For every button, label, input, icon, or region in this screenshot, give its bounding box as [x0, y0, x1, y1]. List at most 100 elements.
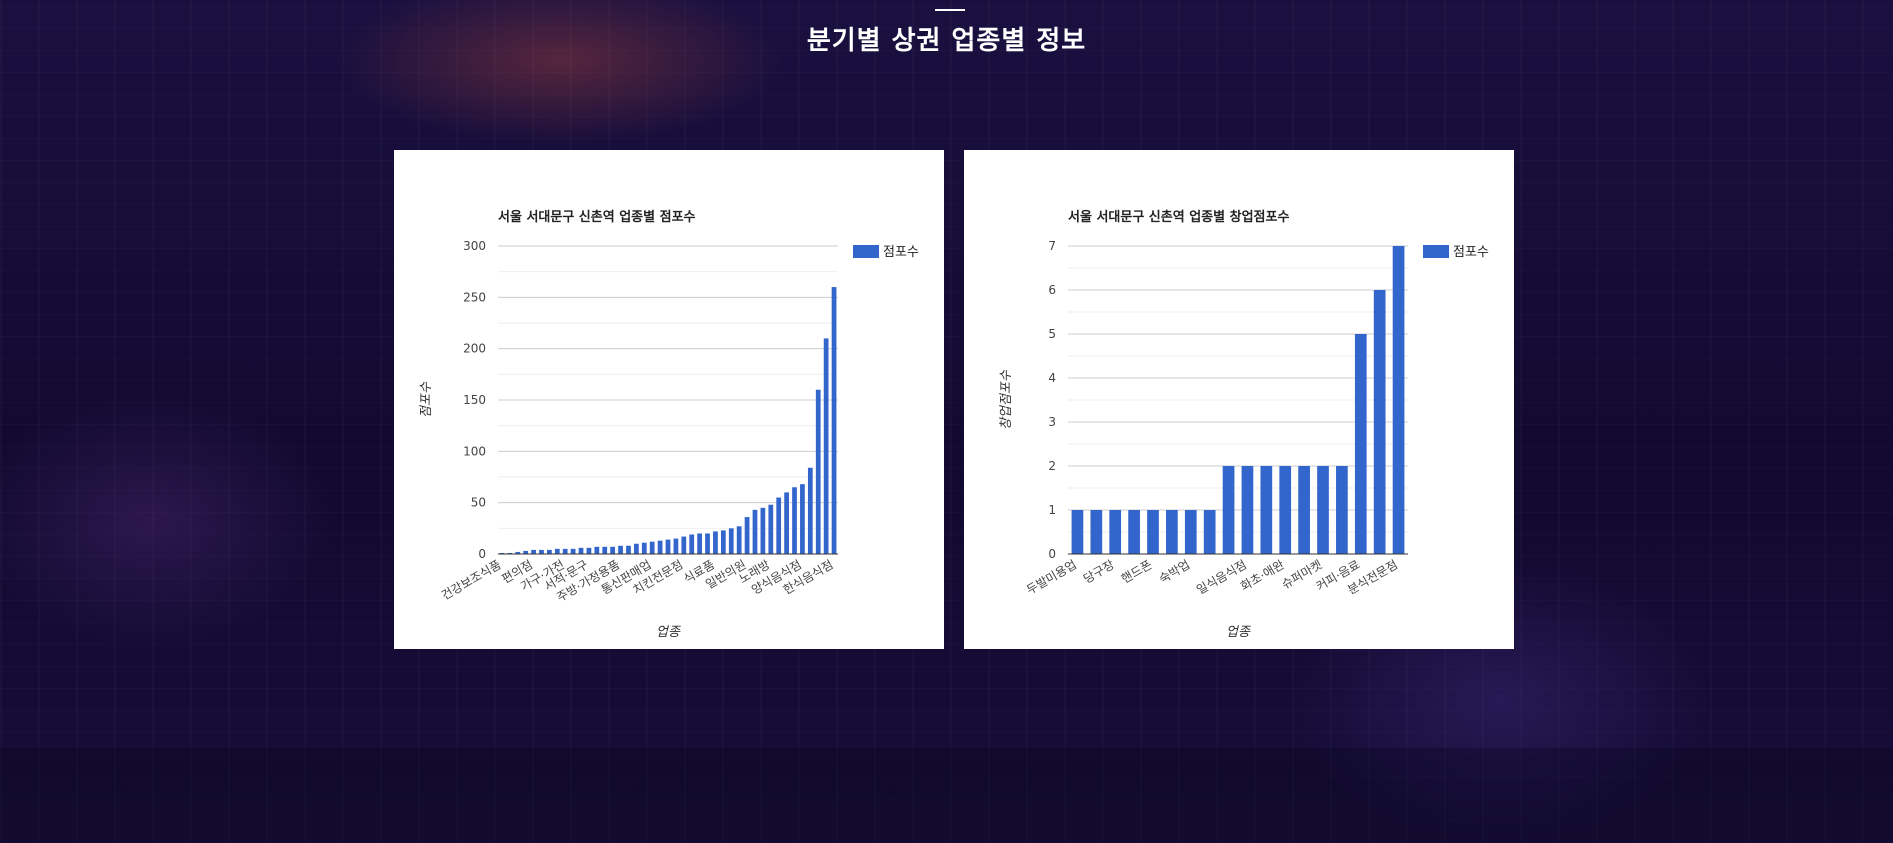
bar	[1392, 246, 1405, 554]
bar	[649, 541, 655, 554]
bar	[641, 542, 647, 554]
store-count-chart: 서울 서대문구 신촌역 업종별 점포수 0 50 100 150 200 250 300 건강보…	[419, 209, 919, 640]
y-tick-label: 100	[463, 444, 486, 458]
bar	[1090, 510, 1103, 554]
y-tick-label: 250	[463, 290, 486, 304]
bar	[562, 548, 568, 554]
bar	[800, 484, 805, 554]
y-tick-label: 5	[1048, 327, 1056, 341]
y-tick-label: 4	[1048, 371, 1056, 385]
chart-title: 서울 서대문구 신촌역 업종별 점포수	[498, 209, 696, 225]
bar	[792, 487, 797, 554]
bar	[815, 389, 821, 554]
legend-swatch	[853, 245, 879, 258]
store-count-chart-card: 서울 서대문구 신촌역 업종별 점포수 0 50 100 150 200 250 300 건강보…	[394, 150, 944, 649]
x-category-label: 두발미용업	[1024, 557, 1079, 597]
bar	[515, 551, 521, 554]
y-tick-label: 0	[478, 547, 486, 561]
bar	[507, 552, 513, 554]
bar	[681, 536, 687, 554]
x-category-label: 건강보조식품	[439, 557, 503, 602]
x-category-label: 당구장	[1081, 557, 1117, 586]
bar	[736, 526, 742, 554]
bar	[697, 533, 702, 554]
bar	[1241, 466, 1254, 554]
bar	[784, 492, 789, 554]
y-tick-label: 6	[1048, 283, 1056, 297]
y-tick-label: 3	[1048, 415, 1056, 429]
bar	[554, 548, 560, 554]
bar	[1317, 466, 1329, 554]
bar	[578, 547, 584, 554]
y-axis-title: 점포수	[419, 381, 434, 418]
bar	[760, 507, 766, 554]
bar	[807, 467, 813, 554]
x-axis-title: 업종	[656, 625, 681, 640]
new-store-count-chart: 서울 서대문구 신촌역 업종별 창업점포수 0 1 2 3 4 5 6 7 두발미용업 당구장 핸드폰…	[999, 209, 1489, 640]
chart-title: 서울 서대문구 신촌역 업종별 창업점포수	[1068, 209, 1289, 225]
x-category-label: 화초·애완	[1238, 557, 1287, 593]
bar	[823, 338, 829, 554]
x-category-label: 숙박업	[1157, 557, 1193, 586]
legend-label: 점포수	[1453, 245, 1489, 260]
bar	[720, 530, 726, 554]
bar	[586, 547, 592, 554]
bar	[1109, 510, 1122, 554]
y-tick-label: 2	[1048, 459, 1056, 473]
bar	[523, 550, 529, 554]
bar	[665, 539, 671, 554]
bar	[1166, 510, 1178, 554]
y-tick-label: 300	[463, 239, 486, 253]
y-tick-label: 1	[1048, 503, 1056, 517]
bar	[744, 517, 750, 554]
bar	[531, 549, 536, 554]
bar	[776, 497, 782, 554]
bar	[1298, 466, 1310, 554]
bar	[1222, 466, 1235, 554]
bar	[634, 543, 639, 554]
bar	[1373, 290, 1386, 554]
y-tick-label: 7	[1048, 239, 1056, 253]
bar	[1071, 510, 1084, 554]
bar	[547, 549, 552, 554]
bar	[618, 545, 623, 554]
bar	[602, 546, 608, 554]
bar	[570, 548, 576, 554]
bar	[626, 545, 631, 554]
bar	[768, 504, 774, 554]
bar	[1203, 510, 1216, 554]
bar	[1354, 334, 1367, 554]
bar	[713, 531, 718, 554]
bar	[728, 528, 734, 554]
x-category-label: 일식음식점	[1194, 557, 1249, 597]
section-title: 분기별 상권 업종별 정보	[806, 26, 1087, 56]
legend-label: 점포수	[883, 245, 919, 260]
bar	[657, 540, 663, 554]
bar	[1279, 466, 1292, 554]
bar	[539, 549, 544, 554]
bar	[1184, 510, 1197, 554]
y-tick-label: 200	[463, 342, 486, 356]
bar	[752, 509, 758, 554]
background-lower-band	[0, 748, 1893, 843]
bar	[705, 533, 710, 554]
bar	[1260, 466, 1273, 554]
bar	[499, 552, 505, 554]
new-store-count-chart-card: 서울 서대문구 신촌역 업종별 창업점포수 0 1 2 3 4 5 6 7 두발미용업 당구장 핸드폰…	[964, 150, 1514, 649]
y-tick-label: 50	[471, 496, 486, 510]
y-tick-label: 150	[463, 393, 486, 407]
x-category-label: 핸드폰	[1118, 557, 1154, 587]
bar	[1336, 466, 1348, 554]
bar	[594, 546, 600, 554]
x-axis-title: 업종	[1226, 625, 1251, 640]
y-tick-label: 0	[1048, 547, 1056, 561]
legend-swatch	[1423, 245, 1449, 258]
bar	[1147, 510, 1159, 554]
bar	[1128, 510, 1140, 554]
bar	[673, 538, 679, 554]
bar	[689, 534, 695, 554]
y-axis-title: 창업점포수	[999, 369, 1014, 430]
bar	[610, 546, 616, 554]
title-accent-line	[935, 9, 965, 11]
bar	[831, 287, 837, 554]
